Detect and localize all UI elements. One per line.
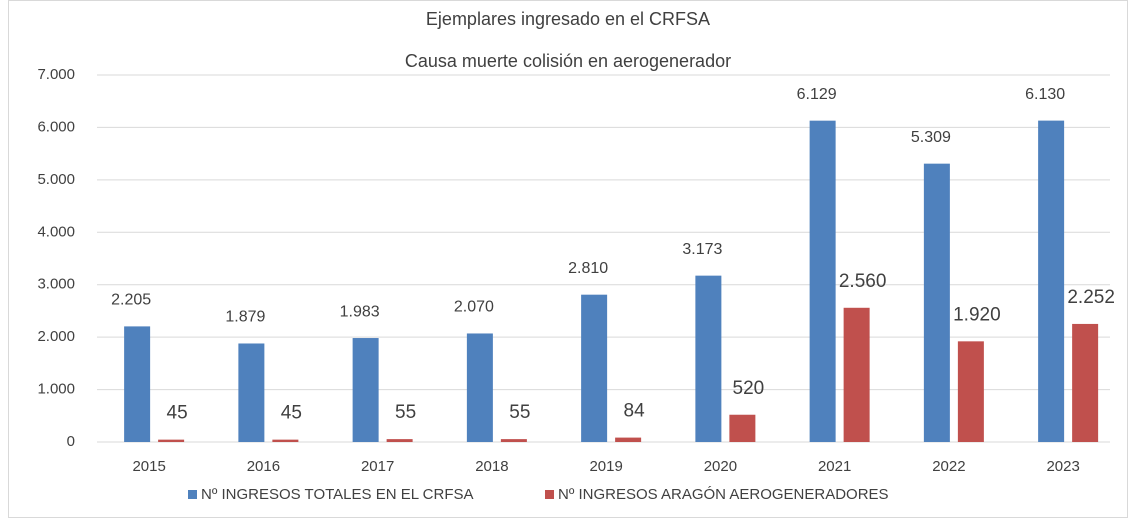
value-label: 84: [624, 401, 646, 422]
value-label: 520: [733, 378, 765, 399]
bar: [238, 343, 265, 442]
value-label: 55: [395, 402, 416, 423]
y-tick-label: 0: [67, 433, 75, 450]
bar: [1072, 323, 1099, 442]
y-tick-label: 4.000: [37, 223, 75, 240]
legend-label: Nº INGRESOS ARAGÓN AEROGENERADORES: [558, 486, 889, 503]
value-label: 5.309: [911, 129, 951, 146]
value-label: 6.130: [1025, 86, 1065, 103]
value-label: 1.983: [340, 303, 380, 320]
x-tick-label: 2022: [932, 458, 965, 475]
bar: [729, 414, 756, 442]
bar: [272, 439, 299, 442]
bar: [809, 120, 836, 442]
x-tick-label: 2020: [704, 458, 737, 475]
value-label: 2.810: [568, 260, 608, 277]
value-label: 45: [167, 403, 188, 424]
x-tick-label: 2017: [361, 458, 394, 475]
legend-swatch: [188, 490, 197, 499]
value-label: 2.252: [1067, 287, 1115, 308]
legend-label: Nº INGRESOS TOTALES EN EL CRFSA: [201, 486, 474, 503]
chart-title: Ejemplares ingresado en el CRFSA: [426, 9, 710, 29]
y-tick-label: 3.000: [37, 276, 75, 293]
bar: [466, 333, 493, 442]
value-label: 2.560: [839, 271, 887, 292]
bar: [615, 437, 642, 442]
value-label: 55: [509, 402, 530, 423]
value-label: 2.205: [111, 292, 151, 309]
x-tick-label: 2016: [247, 458, 280, 475]
x-tick-label: 2015: [132, 458, 165, 475]
x-tick-label: 2023: [1046, 458, 1079, 475]
x-tick-label: 2021: [818, 458, 851, 475]
y-tick-label: 2.000: [37, 328, 75, 345]
bar: [695, 275, 722, 442]
bar: [386, 439, 413, 442]
y-tick-label: 5.000: [37, 171, 75, 188]
bar: [500, 439, 527, 442]
value-label: 2.070: [454, 299, 494, 316]
value-label: 1.879: [225, 309, 265, 326]
value-label: 6.129: [797, 86, 837, 103]
x-tick-label: 2018: [475, 458, 508, 475]
bar: [957, 341, 984, 442]
value-label: 1.920: [953, 304, 1001, 325]
bar: [352, 338, 379, 442]
y-tick-label: 7.000: [37, 66, 75, 83]
bar: [124, 326, 151, 442]
value-label: 3.173: [682, 241, 722, 258]
bar: [923, 163, 950, 442]
value-label: 45: [281, 403, 302, 424]
y-tick-label: 6.000: [37, 118, 75, 135]
chart-subtitle: Causa muerte colisión en aerogenerador: [405, 51, 731, 71]
bar: [1038, 120, 1065, 442]
bar: [843, 307, 870, 442]
legend-swatch: [545, 490, 554, 499]
bar: [158, 439, 185, 442]
bar: [581, 294, 608, 442]
x-tick-label: 2019: [589, 458, 622, 475]
y-tick-label: 1.000: [37, 381, 75, 398]
